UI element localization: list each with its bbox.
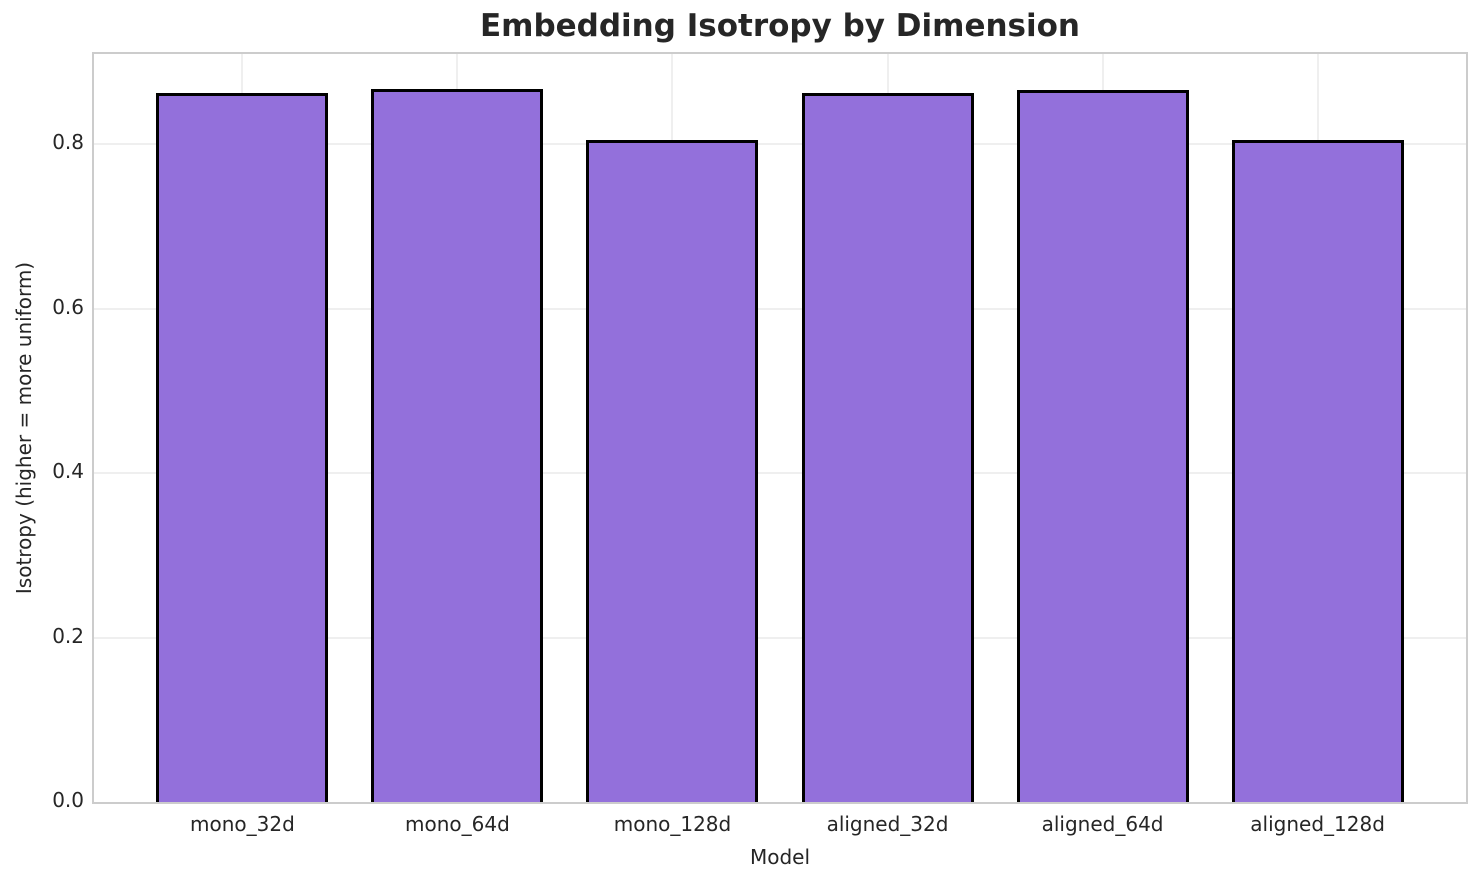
x-tick-labels: mono_32d mono_64d mono_128d aligned_32d alig… (0, 812, 1484, 842)
x-tick-label: mono_32d (189, 812, 295, 836)
bar-aligned_64d (1016, 90, 1189, 802)
h-gridline (94, 636, 1466, 639)
h-gridline (94, 143, 1466, 146)
y-tick-label: 0.4 (52, 459, 84, 484)
y-tick-label: 0.6 (52, 294, 84, 319)
x-tick-label: mono_64d (405, 812, 510, 836)
y-tick-label: 0.2 (52, 623, 84, 648)
y-tick-label: 0.0 (52, 788, 84, 812)
x-tick-label: aligned_64d (1041, 812, 1164, 836)
x-tick-label: aligned_128d (1250, 812, 1385, 836)
bar-aligned_128d (1231, 140, 1404, 802)
h-gridline (94, 472, 1466, 475)
bar-aligned_32d (801, 92, 974, 802)
bar-mono_32d (156, 93, 329, 802)
plot-area (92, 52, 1468, 804)
h-gridline (94, 307, 1466, 310)
x-tick-label: mono_128d (613, 812, 732, 836)
y-tick-label: 0.8 (52, 130, 84, 155)
bar-mono_128d (586, 140, 759, 802)
y-tick-labels: 0.0 0.2 0.4 0.6 0.8 (0, 52, 84, 812)
bar-mono_64d (371, 89, 544, 802)
chart-title: Embedding Isotropy by Dimension (479, 8, 1081, 44)
x-tick-label: aligned_32d (826, 812, 949, 836)
x-axis-label: Model (749, 845, 811, 869)
